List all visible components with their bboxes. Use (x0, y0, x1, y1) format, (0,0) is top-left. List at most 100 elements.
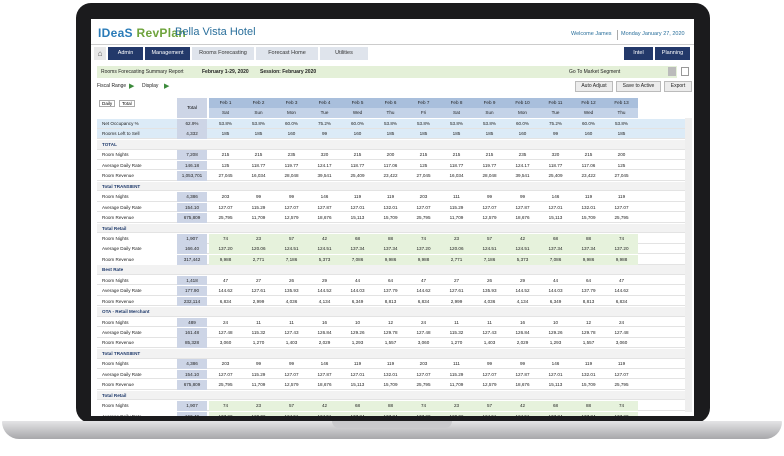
table-cell[interactable]: 4,134 (318, 298, 331, 304)
table-cell[interactable]: 160 (287, 131, 296, 137)
table-cell[interactable]: 42 (308, 233, 341, 244)
table-cell[interactable]: 2,771 (242, 254, 275, 265)
table-cell[interactable]: 127.48 (416, 330, 431, 335)
table-cell[interactable]: 1,403 (285, 340, 298, 346)
table-cell[interactable]: 235 (287, 152, 296, 158)
table-cell[interactable]: 25,795 (614, 382, 629, 388)
table-cell[interactable]: 60.0% (515, 121, 530, 126)
table-cell[interactable]: 129.78 (383, 330, 398, 335)
table-cell[interactable]: 7,086 (539, 254, 572, 265)
table-cell[interactable]: 124.51 (275, 411, 308, 416)
table-cell[interactable]: 16 (519, 319, 526, 325)
table-cell[interactable]: 2,999 (450, 298, 463, 304)
table-cell[interactable]: 185 (452, 131, 461, 137)
table-cell[interactable]: 57 (275, 401, 308, 411)
table-cell[interactable]: 15,113 (548, 215, 563, 221)
table-cell[interactable]: 5,373 (308, 254, 341, 265)
table-cell[interactable]: 29 (321, 277, 328, 283)
table-cell[interactable]: 9,986 (572, 254, 605, 265)
table-cell[interactable]: 53.8% (383, 121, 398, 126)
table-cell[interactable]: 64 (387, 277, 394, 283)
table-cell[interactable]: 137.79 (383, 288, 398, 294)
table-cell[interactable]: 3,060 (219, 340, 232, 346)
table-cell[interactable]: 127.43 (482, 330, 497, 335)
table-cell[interactable]: 160 (584, 131, 593, 137)
auto-adjust-button[interactable]: Auto Adjust (575, 81, 613, 92)
home-icon[interactable]: ⌂ (94, 47, 106, 60)
table-cell[interactable]: 119 (617, 194, 626, 200)
table-cell[interactable]: 57 (275, 233, 308, 244)
table-cell[interactable]: 127.87 (515, 371, 530, 377)
table-cell[interactable]: 127.01 (350, 371, 365, 377)
table-cell[interactable]: 2,029 (318, 340, 331, 346)
table-cell[interactable]: 137.34 (572, 411, 605, 416)
table-cell[interactable]: 215 (419, 152, 428, 158)
table-cell[interactable]: 1,270 (252, 340, 265, 346)
table-cell[interactable]: 74 (605, 233, 638, 244)
table-cell[interactable]: 137.34 (572, 244, 605, 255)
table-cell[interactable]: 53.8% (449, 121, 464, 126)
goto-arrow-icon[interactable] (668, 67, 676, 76)
goto-segment-link[interactable]: Go To Market Segment (569, 69, 621, 75)
table-cell[interactable]: 203 (419, 361, 428, 367)
table-cell[interactable]: 10 (354, 319, 361, 325)
table-cell[interactable]: 144.03 (548, 288, 563, 294)
table-cell[interactable]: 5,373 (506, 254, 539, 265)
table-cell[interactable]: 6,834 (615, 298, 628, 304)
table-cell[interactable]: 146 (320, 194, 329, 200)
table-cell[interactable]: 127.43 (284, 330, 299, 335)
table-cell[interactable]: 127.07 (482, 204, 497, 210)
table-cell[interactable]: 215 (254, 152, 263, 158)
table-cell[interactable]: 53.8% (482, 121, 497, 126)
table-cell[interactable]: 120.06 (440, 411, 473, 416)
table-cell[interactable]: 215 (584, 152, 593, 158)
table-cell[interactable]: 9,988 (209, 254, 242, 265)
table-cell[interactable]: 23 (440, 233, 473, 244)
table-cell[interactable]: 124.17 (515, 162, 530, 168)
table-cell[interactable]: 24 (618, 319, 625, 325)
table-cell[interactable]: 12 (585, 319, 592, 325)
table-cell[interactable]: 160 (353, 131, 362, 137)
table-cell[interactable]: 25,795 (416, 215, 431, 221)
table-cell[interactable]: 12 (387, 319, 394, 325)
table-cell[interactable]: 88 (374, 401, 407, 411)
table-cell[interactable]: 7,186 (275, 254, 308, 265)
table-cell[interactable]: 111 (453, 361, 460, 367)
table-cell[interactable]: 124.51 (473, 411, 506, 416)
table-cell[interactable]: 12,579 (284, 215, 299, 221)
table-cell[interactable]: 24 (420, 319, 427, 325)
table-cell[interactable]: 75.2% (548, 121, 563, 126)
table-cell[interactable]: 99 (255, 361, 262, 367)
table-cell[interactable]: 203 (419, 194, 428, 200)
table-cell[interactable]: 57 (473, 233, 506, 244)
table-cell[interactable]: 60.0% (284, 121, 299, 126)
tab-admin[interactable]: Admin (108, 47, 143, 60)
table-cell[interactable]: 137.20 (605, 411, 638, 416)
table-cell[interactable]: 127.07 (614, 371, 629, 377)
table-cell[interactable]: 99 (288, 194, 295, 200)
table-cell[interactable]: 215 (485, 152, 494, 158)
table-cell[interactable]: 11 (454, 319, 459, 325)
table-cell[interactable]: 18,676 (317, 382, 332, 388)
table-cell[interactable]: 127.87 (317, 371, 332, 377)
tab-planning[interactable]: Planning (655, 47, 690, 60)
table-cell[interactable]: 119 (617, 361, 626, 367)
table-cell[interactable]: 1,293 (549, 340, 562, 346)
table-cell[interactable]: 132.01 (383, 371, 398, 377)
table-cell[interactable]: 26 (288, 277, 295, 283)
table-cell[interactable]: 127.48 (614, 330, 629, 335)
table-cell[interactable]: 185 (386, 131, 395, 137)
table-cell[interactable]: 144.52 (515, 288, 530, 294)
table-cell[interactable]: 118.77 (548, 162, 563, 168)
table-cell[interactable]: 124.17 (317, 162, 332, 168)
tab-forecast-home[interactable]: Forecast Home (256, 47, 318, 60)
table-cell[interactable]: 11,709 (251, 215, 266, 221)
table-cell[interactable]: 118.77 (251, 162, 266, 168)
table-cell[interactable]: 57 (473, 401, 506, 411)
table-cell[interactable]: 127.48 (218, 330, 233, 335)
table-cell[interactable]: 15,113 (548, 382, 563, 388)
table-cell[interactable]: 68 (539, 401, 572, 411)
table-cell[interactable]: 115.29 (251, 371, 266, 377)
table-cell[interactable]: 47 (420, 277, 427, 283)
table-cell[interactable]: 135.93 (284, 288, 299, 294)
